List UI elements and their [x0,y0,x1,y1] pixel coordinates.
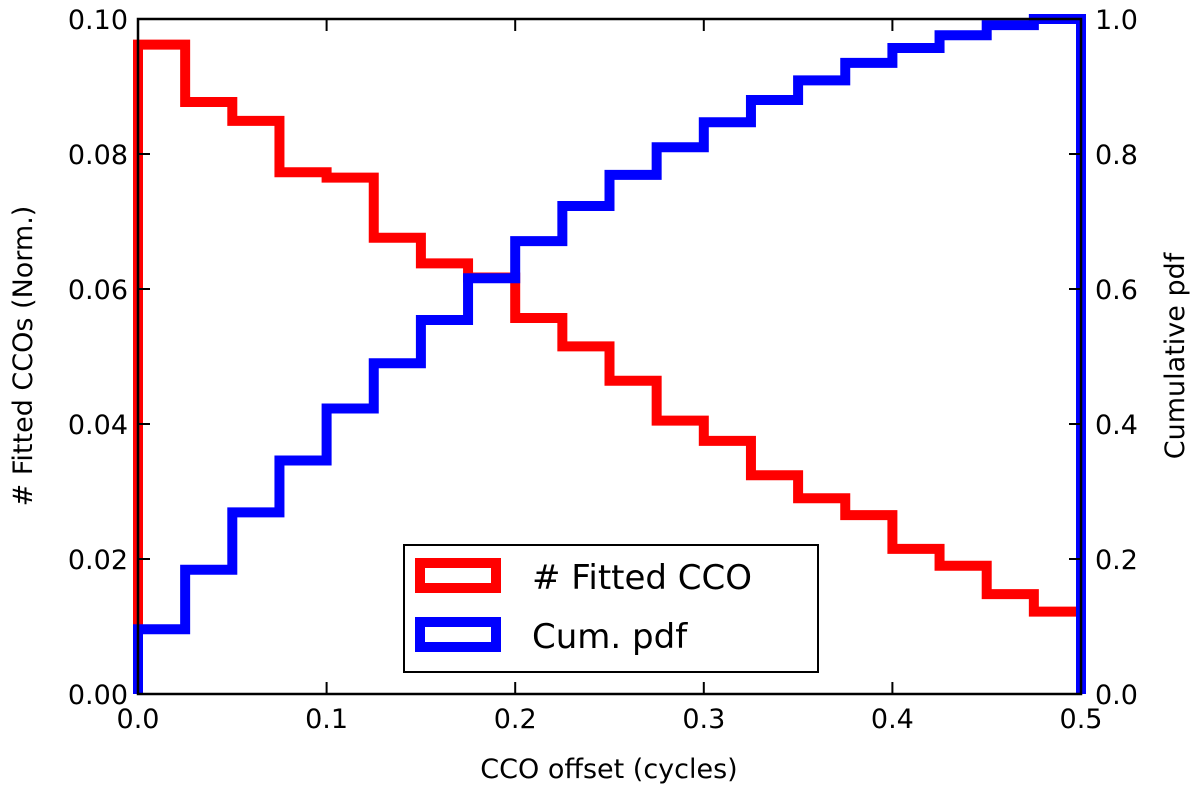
x-axis-title: CCO offset (cycles) [480,754,737,785]
y-right-tick-label: 0.4 [1095,410,1138,441]
plot-frame [136,17,1083,696]
y-left-tick-label: 0.08 [68,140,128,171]
y-right-tick-label: 0.8 [1095,140,1138,171]
x-tick-label: 0.1 [305,704,348,735]
series-fitted-cco-step-line [133,39,1086,694]
legend-swatch-fitted-cco [415,558,501,593]
series-cum-pdf-step-line [133,14,1086,694]
x-tick-label: 0.2 [494,704,537,735]
legend-swatch-cum-pdf [415,617,501,652]
y-left-tick-label: 0.10 [68,5,128,36]
x-tick-label: 0.5 [1060,704,1103,735]
x-tick-label: 0.4 [871,704,914,735]
y-right-tick-label: 1.0 [1095,5,1138,36]
labels-layer: 0.0 0.1 0.2 0.3 0.4 0.5 0.00 0.02 0.04 0.06 0.08 0.… [68,5,1138,735]
x-tick-label: 0.3 [682,704,725,735]
legend-label-fitted-cco: # Fitted CCO [532,558,752,598]
y-left-tick-label: 0.02 [68,545,128,576]
y-right-tick-label: 0.0 [1095,680,1138,711]
legend: # Fitted CCO Cum. pdf [403,544,819,673]
legend-label-cum-pdf: Cum. pdf [532,617,688,657]
x-tick-label: 0.0 [117,704,160,735]
y-left-tick-label: 0.04 [68,410,128,441]
y-axis-left-title: # Fitted CCOs (Norm.) [8,206,39,507]
y-right-tick-label: 0.6 [1095,275,1138,306]
y-right-tick-label: 0.2 [1095,545,1138,576]
y-left-tick-label: 0.06 [68,275,128,306]
y-left-tick-label: 0.00 [68,680,128,711]
y-axis-right-title: Cumulative pdf [1160,251,1191,459]
series-layer [133,14,1086,694]
